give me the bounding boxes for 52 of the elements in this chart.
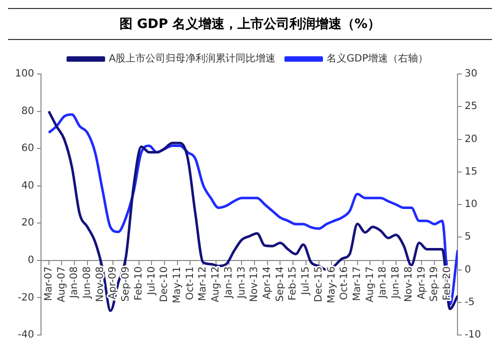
y-tick-label: 40 [21, 180, 34, 192]
x-tick-label: Jul-10 [146, 266, 158, 296]
x-tick-label: Aug-07 [56, 266, 68, 302]
x-tick-label: Dec-15 [313, 266, 324, 302]
x-tick-label: Nov-18 [403, 266, 414, 302]
x-tick-label: May-16 [326, 266, 338, 304]
x-tick-label: Nov-13 [249, 266, 260, 302]
y2-tick-label: -10 [464, 330, 482, 341]
y-tick-label: 80 [21, 106, 34, 117]
x-tick-label: Feb-15 [288, 266, 299, 300]
x-tick-label: Jun-13 [236, 266, 248, 300]
x-tick-label: Nov-08 [94, 266, 106, 302]
y-tick-label: -20 [18, 292, 34, 304]
x-tick-label: Jan-18 [378, 266, 389, 300]
y-tick-label: 60 [21, 143, 34, 154]
x-tick-label: Dec-10 [159, 266, 170, 302]
y2-tick-label: 0 [464, 264, 472, 276]
x-tick-label: Mar-12 [198, 266, 209, 301]
y2-tick-label: 15 [464, 166, 478, 178]
x-tick-label: Jul-15 [300, 266, 312, 296]
x-tick-label: Jan-08 [69, 266, 80, 300]
y2-tick-label: 10 [464, 199, 478, 210]
y-tick-label: 0 [28, 255, 34, 266]
y2-tick-label: 20 [464, 134, 478, 145]
x-tick-label: Aug-17 [364, 266, 376, 302]
x-tick-label: Oct-16 [339, 266, 350, 300]
x-tick-label: Feb-20 [442, 266, 453, 300]
x-tick-label: Sep-14 [274, 266, 286, 302]
y-tick-label: 20 [21, 218, 34, 229]
x-tick-label: Aug-12 [210, 266, 222, 302]
y2-tick-label: -5 [464, 296, 475, 308]
x-tick-label: Apr-09 [108, 266, 119, 300]
x-tick-label: Mar-17 [352, 266, 363, 301]
y2-tick-label: 5 [464, 232, 472, 243]
x-tick-label: Sep-19 [429, 266, 440, 302]
x-tick-label: Apr-19 [416, 266, 428, 300]
x-tick-label: Apr-14 [262, 266, 273, 300]
legend-label: 名义GDP增速（右轴） [326, 52, 428, 65]
x-tick-label: Jun-18 [390, 266, 402, 300]
legend-label: A股上市公司归母净利润累计同比增速 [108, 52, 276, 65]
x-tick-label: Jan-13 [223, 266, 234, 300]
x-tick-label: May-11 [172, 266, 183, 304]
x-tick-label: Mar-07 [43, 266, 54, 301]
x-tick-label: Feb-10 [133, 266, 144, 300]
x-tick-label: Oct-11 [184, 266, 196, 300]
y2-tick-label: 30 [464, 68, 478, 80]
x-tick-label: Jun-08 [82, 266, 93, 300]
y-tick-label: 100 [14, 68, 34, 80]
y2-tick-label: 25 [464, 101, 478, 112]
y-tick-label: -40 [18, 330, 34, 341]
x-tick-label: Sep-09 [120, 266, 132, 302]
chart-title: 图 GDP 名义增速，上市公司利润增速（%） [8, 8, 492, 40]
